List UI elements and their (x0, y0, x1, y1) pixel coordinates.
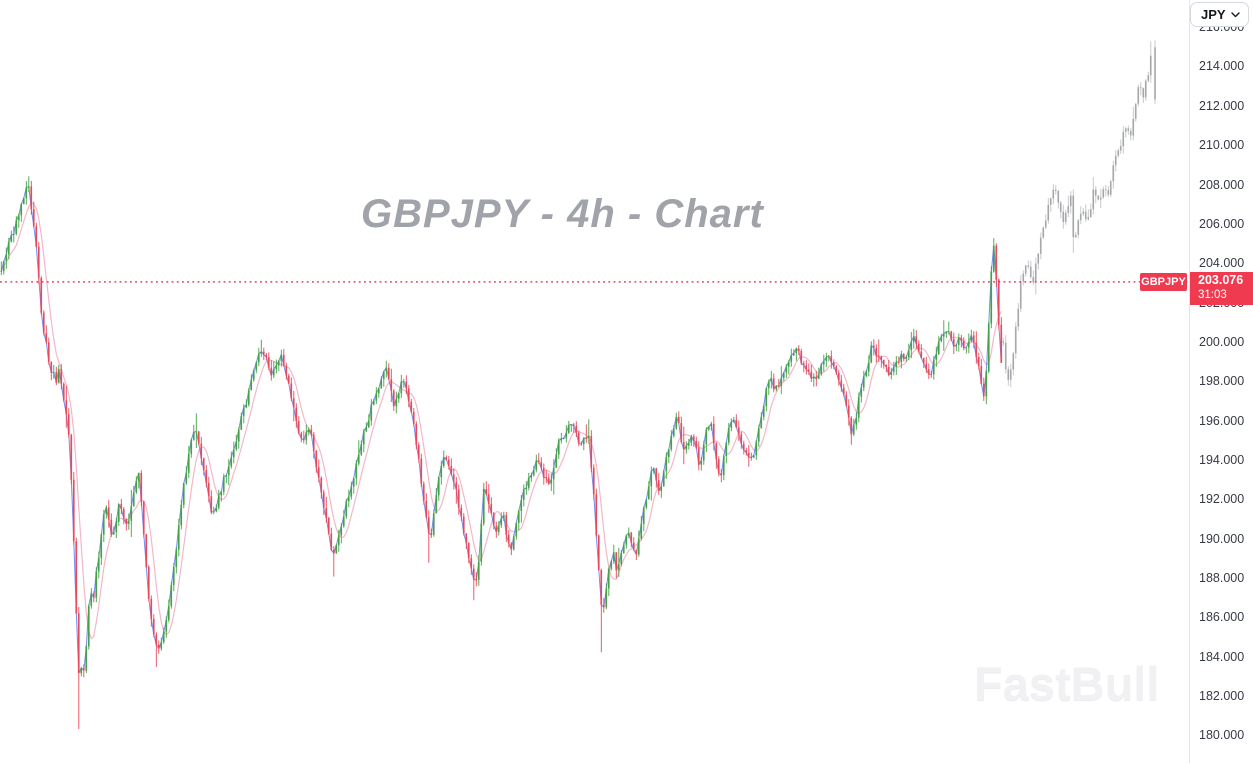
projected-candle-wicks (1002, 40, 1156, 388)
candlestick-chart[interactable] (0, 0, 1189, 763)
candle-countdown: 31:03 (1198, 288, 1227, 301)
axis-tick-label: 180.000 (1199, 728, 1245, 743)
axis-tick-label: 208.000 (1199, 177, 1245, 192)
brand-watermark: FastBull (974, 657, 1160, 710)
current-price-axis-label: 203.076 31:03 (1190, 271, 1253, 305)
axis-tick-label: 212.000 (1199, 98, 1245, 113)
chart-pane[interactable]: GBPJPY - 4h - Chart FastBull GBPJPY (0, 0, 1189, 763)
axis-tick-label: 200.000 (1199, 334, 1245, 349)
axis-tick-label: 204.000 (1199, 256, 1245, 271)
axis-tick-label: 182.000 (1199, 689, 1245, 704)
up-candle-wicks (0, 176, 995, 677)
current-price-value: 203.076 (1198, 272, 1244, 287)
axis-tick-label: 184.000 (1199, 649, 1245, 664)
price-axis[interactable]: 203.076 31:03 216.000 214.000 212.000 210.0… (1189, 0, 1253, 763)
axis-tick-label: 192.000 (1199, 492, 1245, 507)
axis-tick-label: 214.000 (1199, 59, 1245, 74)
axis-tick-label: 186.000 (1199, 610, 1245, 625)
axis-tick-label: 198.000 (1199, 374, 1245, 389)
down-candle-wicks (30, 180, 1002, 729)
currency-selector[interactable]: JPY (1190, 2, 1249, 27)
axis-tick-label: 206.000 (1199, 216, 1245, 231)
chevron-down-icon (1231, 11, 1240, 18)
chart-watermark-title: GBPJPY - 4h - Chart (361, 192, 764, 236)
axis-tick-label: 190.000 (1199, 531, 1245, 546)
axis-tick-label: 196.000 (1199, 413, 1245, 428)
axis-tick-label: 210.000 (1199, 138, 1245, 153)
axis-tick-label: 188.000 (1199, 571, 1245, 586)
projected-candle-bodies (1002, 47, 1156, 380)
symbol-price-flag-label: GBPJPY (1141, 275, 1186, 288)
axis-tick-label: 194.000 (1199, 452, 1245, 467)
up-candle-bodies (0, 186, 995, 674)
symbol-price-flag: GBPJPY (1140, 272, 1187, 291)
currency-selector-label: JPY (1201, 7, 1226, 22)
